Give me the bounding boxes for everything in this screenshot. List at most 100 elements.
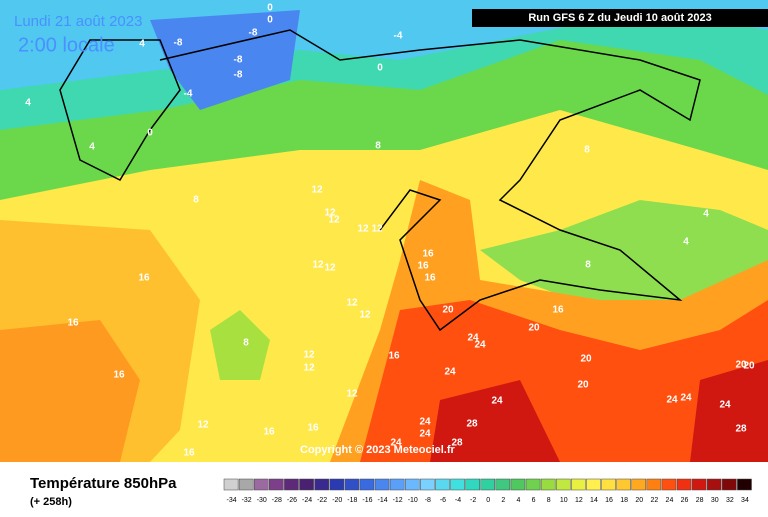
colorbar-tick-label: 26 [681,497,689,504]
contour-label: 20 [580,354,592,365]
colorbar-swatch [540,478,556,491]
colorbar-tick-label: 18 [620,497,628,504]
contour-label: 20 [442,305,454,316]
contour-label: 4 [703,209,709,220]
colorbar-swatch [223,478,239,491]
contour-label: 24 [719,400,731,411]
contour-label: 12 [371,224,383,235]
contour-label: 20 [577,380,589,391]
contour-label: 28 [735,424,747,435]
contour-label: -4 [184,89,193,100]
colorbar-tick-label: -22 [317,497,327,504]
colorbar-swatch [480,478,496,491]
contour-label: 12 [311,185,323,196]
colorbar-tick-label: 2 [501,497,505,504]
colorbar-tick-label: 14 [590,497,598,504]
contour-label: 8 [193,195,199,206]
colorbar-tick-label: 8 [547,497,551,504]
colorbar-swatch [435,478,450,491]
contour-label: -4 [394,31,403,42]
contour-label: 24 [491,396,503,407]
contour-label: 12 [312,260,324,271]
contour-label: 16 [67,318,79,329]
colorbar-tick-label: 34 [741,497,749,504]
colorbar-tick-label: 10 [560,497,568,504]
colorbar-tick-label: -26 [287,497,297,504]
colorbar-swatch [359,478,375,491]
contour-label: 8 [243,338,249,349]
colorbar-swatch [706,478,722,491]
legend-title: Température 850hPa [30,475,177,492]
contour-label: 0 [267,15,273,26]
contour-label: 16 [138,273,150,284]
contour-label: 12 [357,224,369,235]
colorbar-tick-label: 12 [575,497,583,504]
date-label: Lundi 21 août 2023 [14,13,142,30]
colorbar-swatch [314,478,329,491]
colorbar-swatch [238,478,254,491]
contour-label: 8 [584,145,590,156]
contour-label: 12 [324,263,336,274]
colorbar-swatch [661,478,677,491]
lead-time: (+ 258h) [30,496,72,508]
contour-label: 4 [683,237,689,248]
colorbar-tick-label: -24 [302,497,312,504]
colorbar-swatch [329,478,345,491]
contour-label: 24 [444,367,456,378]
colorbar-tick-label: -4 [455,497,461,504]
contour-label: 24 [467,333,479,344]
contour-label: 12 [346,389,358,400]
colorbar-tick-label: 28 [696,497,704,504]
field-green-patch [210,310,270,380]
colorbar-tick-label: -18 [347,497,357,504]
contour-label: 0 [267,3,273,14]
colorbar-swatch [691,478,707,491]
contour-label: 12 [359,310,371,321]
contour-label: 24 [680,393,692,404]
contour-label: 16 [263,427,275,438]
contour-label: 4 [89,142,95,153]
colorbar-tick-label: -12 [393,497,403,504]
colorbar-tick-label: 16 [605,497,613,504]
run-label: Run GFS 6 Z du Jeudi 10 août 2023 [528,12,711,24]
colorbar-swatch [495,478,511,491]
copyright: Copyright © 2023 Meteociel.fr [300,444,456,456]
colorbar-tick-label: -20 [332,497,342,504]
contour-label: 8 [585,260,591,271]
colorbar-tick-label: 20 [635,497,643,504]
colorbar-swatch [344,478,360,491]
colorbar-swatch [616,478,631,491]
coastline [59,29,701,332]
contour-label: -8 [234,70,243,81]
field-blue [150,10,300,110]
time-label: 2:00 locale [18,34,115,56]
colorbar-swatch [525,478,541,491]
colorbar-tick-label: -28 [272,497,282,504]
contour-label: 20 [743,361,755,372]
contour-label: 0 [377,63,383,74]
colorbar-swatch [389,478,405,491]
contour-label: 28 [451,438,463,449]
colorbar-swatch [737,478,752,491]
colorbar-swatch [571,478,586,491]
colorbar-swatch [722,478,737,491]
colorbar-tick-label: -32 [242,497,252,504]
colorbar-tick-label: -16 [362,497,372,504]
contour-label: 16 [422,249,434,260]
field-darkred [430,360,768,462]
colorbar-swatch [450,478,465,491]
colorbar-swatch [284,478,299,491]
colorbar-tick-label: -2 [470,497,476,504]
contour-label: 12 [328,215,340,226]
contour-label: 12 [303,350,315,361]
colorbar-tick-label: -14 [377,497,387,504]
colorbar-tick-label: -34 [226,497,236,504]
contour-label: 8 [375,141,381,152]
contour-label: 16 [307,423,319,434]
colorbar-tick-label: -8 [425,497,431,504]
contour-label: 16 [113,370,125,381]
colorbar-swatch [555,478,571,491]
contour-label: 4 [139,39,145,50]
colorbar-tick-label: 0 [486,497,490,504]
